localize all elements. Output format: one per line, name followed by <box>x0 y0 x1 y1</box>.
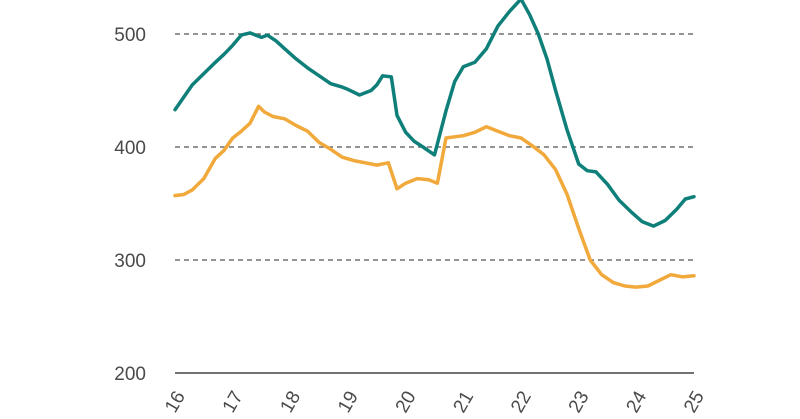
x-tick-label: 21 <box>449 388 478 417</box>
series-line-1 <box>173 0 696 228</box>
y-tick-label: 300 <box>114 251 146 272</box>
y-tick-label: 400 <box>114 138 146 159</box>
x-tick-label: 18 <box>276 388 305 417</box>
x-tick-label: 20 <box>392 388 421 417</box>
series-line-2 <box>173 104 696 289</box>
x-tick-label: 23 <box>565 388 594 417</box>
x-tick-label: 17 <box>219 388 248 417</box>
y-axis: 200 300 400 500 <box>114 25 146 385</box>
x-tick-label: 24 <box>622 387 651 416</box>
y-tick-label: 500 <box>114 25 146 46</box>
x-tick-label: 25 <box>680 388 709 417</box>
y-tick-label: 200 <box>114 364 146 385</box>
gridlines <box>175 33 694 261</box>
x-tick-label: 19 <box>334 388 363 417</box>
plot-area <box>173 0 696 289</box>
x-axis: 16 17 18 19 20 21 22 23 24 25 <box>161 387 709 416</box>
x-tick-label: 16 <box>161 388 190 417</box>
x-tick-label: 22 <box>507 388 536 417</box>
